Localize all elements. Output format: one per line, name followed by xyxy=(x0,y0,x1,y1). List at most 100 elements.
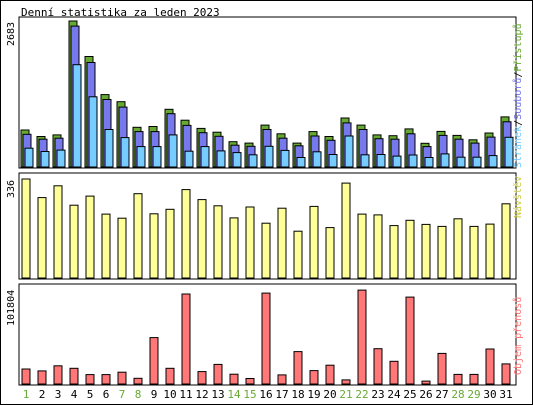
bottom-panel-bars xyxy=(21,289,511,385)
bar-stranky xyxy=(232,152,242,168)
day-label: 18 xyxy=(291,388,304,401)
bar-navstevy xyxy=(437,225,447,279)
bar-stranky xyxy=(136,146,146,168)
day-label: 4 xyxy=(71,388,78,401)
day-label: 13 xyxy=(211,388,224,401)
bar-stranky xyxy=(200,146,210,168)
day-label: 25 xyxy=(403,388,416,401)
day-label: 24 xyxy=(387,388,401,401)
bar-prenos xyxy=(197,371,207,385)
bar-navstevy xyxy=(165,208,175,279)
bar-prenos xyxy=(421,380,431,385)
legend-separator: / xyxy=(513,72,524,78)
bar-navstevy xyxy=(133,193,143,279)
bar-stranky xyxy=(360,154,370,168)
legend-soubory: Souborů xyxy=(512,78,524,120)
day-label: 1 xyxy=(23,388,30,401)
legend-navstevy: Návštěv xyxy=(512,176,524,218)
bar-stranky xyxy=(456,156,466,168)
bar-stranky xyxy=(104,129,114,168)
bar-navstevy xyxy=(85,195,95,279)
bar-stranky xyxy=(424,157,434,168)
bar-prenos xyxy=(101,374,111,385)
bar-prenos xyxy=(341,379,351,385)
bar-prenos xyxy=(213,363,223,385)
bar-prenos xyxy=(453,373,463,385)
bar-navstevy xyxy=(293,230,303,279)
day-label: 6 xyxy=(103,388,110,401)
bar-stranky xyxy=(120,137,130,168)
bar-stranky xyxy=(344,135,354,168)
bar-stranky xyxy=(248,154,258,168)
bar-prenos xyxy=(165,367,175,385)
bar-prenos xyxy=(469,373,479,385)
day-label: 2 xyxy=(39,388,46,401)
day-label: 17 xyxy=(275,388,288,401)
bar-navstevy xyxy=(405,219,415,279)
bar-prenos xyxy=(405,296,415,385)
bar-navstevy xyxy=(421,223,431,279)
bar-prenos xyxy=(53,365,63,385)
bar-prenos xyxy=(357,289,367,385)
bar-stranky xyxy=(312,151,322,168)
bar-navstevy xyxy=(341,182,351,279)
day-label: 15 xyxy=(243,388,256,401)
day-label: 5 xyxy=(87,388,94,401)
bar-navstevy xyxy=(181,189,191,279)
bar-prenos xyxy=(325,364,335,385)
bar-navstevy xyxy=(197,199,207,279)
bar-prenos xyxy=(389,360,399,385)
day-label: 19 xyxy=(307,388,320,401)
day-labels: 1 2 3 4 5 6 7 8 9 10 11 12 13 14 15 16 17 18 19 20 21 22 23 24 2… xyxy=(23,388,513,401)
chart-title: Denní statistika za leden 2023 xyxy=(21,6,220,19)
bar-prenos xyxy=(501,363,511,385)
bar-prenos xyxy=(309,370,319,385)
bar-prenos xyxy=(373,348,383,385)
bar-prenos xyxy=(69,367,79,385)
bar-navstevy xyxy=(469,225,479,279)
bar-prenos xyxy=(277,374,287,385)
bar-stranky xyxy=(152,146,162,168)
bar-stranky xyxy=(408,154,418,168)
bar-stranky xyxy=(488,155,498,168)
bar-prenos xyxy=(85,374,95,385)
bar-prenos xyxy=(229,373,239,385)
day-label: 10 xyxy=(163,388,176,401)
bar-prenos xyxy=(21,368,31,385)
bar-stranky xyxy=(328,154,338,168)
top-max-label: 2683 xyxy=(6,22,17,46)
bar-prenos xyxy=(437,352,447,385)
day-label: 9 xyxy=(151,388,158,401)
bar-prenos xyxy=(37,370,47,385)
bar-navstevy xyxy=(37,197,47,279)
bar-prenos xyxy=(117,371,127,385)
day-label: 20 xyxy=(323,388,336,401)
day-label: 16 xyxy=(259,388,272,401)
bar-stranky xyxy=(504,136,514,168)
bar-navstevy xyxy=(213,205,223,279)
legend-stranky: Stránek xyxy=(512,126,524,168)
bar-prenos xyxy=(133,377,143,385)
bar-stranky xyxy=(472,156,482,168)
day-label: 8 xyxy=(135,388,142,401)
bar-stranky xyxy=(280,149,290,168)
middle-panel-bars xyxy=(21,178,511,279)
day-label: 26 xyxy=(419,388,432,401)
bar-navstevy xyxy=(309,205,319,279)
legend-pristupy: Přístupů xyxy=(512,23,524,71)
legend-objem-prenosu: Objem přenosů xyxy=(512,297,524,375)
top-panel-frame xyxy=(18,16,517,169)
bar-stranky xyxy=(440,153,450,168)
bar-navstevy xyxy=(101,213,111,279)
top-legend: Stránek/Souborů/Přístupů xyxy=(512,23,524,168)
bar-stranky xyxy=(168,134,178,168)
bar-stranky xyxy=(216,150,226,168)
middle-panel-frame xyxy=(18,172,517,280)
day-label: 23 xyxy=(371,388,384,401)
bar-prenos xyxy=(261,292,271,385)
bottom-panel-frame xyxy=(18,283,517,386)
bar-stranky xyxy=(184,150,194,168)
day-label: 31 xyxy=(499,388,512,401)
bar-navstevy xyxy=(261,222,271,279)
